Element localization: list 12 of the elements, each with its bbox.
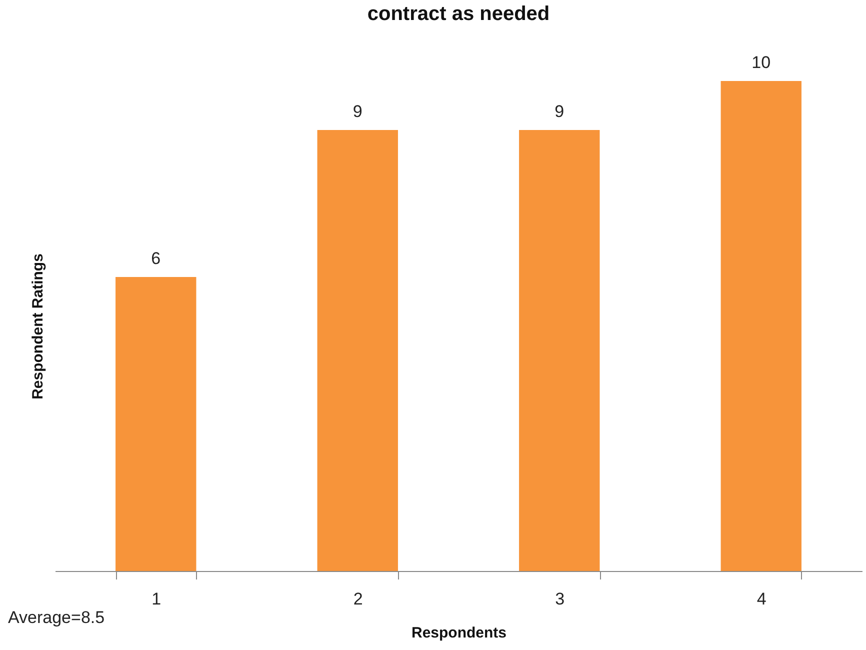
data-label: 6 xyxy=(151,249,161,268)
data-label: 10 xyxy=(752,53,771,72)
x-tick-label: 3 xyxy=(555,590,565,608)
x-tick-label: 1 xyxy=(152,590,162,608)
data-label: 9 xyxy=(554,102,564,121)
data-label: 9 xyxy=(352,102,362,121)
x-axis-title: Respondents xyxy=(411,624,507,642)
x-tick-label: 2 xyxy=(353,590,363,608)
y-axis-title: Respondent Ratings xyxy=(30,254,46,400)
chart-title: contract as needed xyxy=(367,3,550,25)
x-tick-label: 4 xyxy=(756,590,766,608)
text: Average=8.5 xyxy=(8,608,105,628)
